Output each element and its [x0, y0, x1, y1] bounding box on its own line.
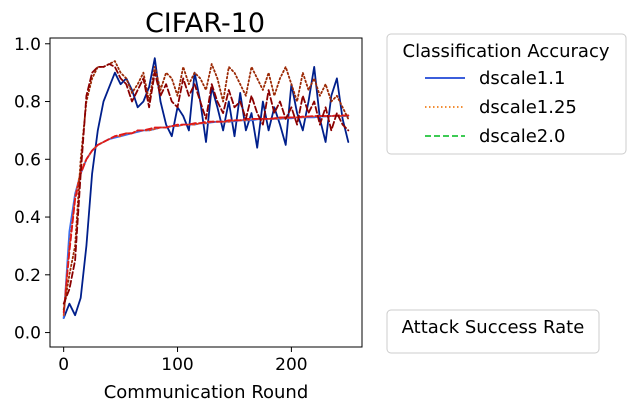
x-axis: 0 100 200 [58, 347, 308, 375]
legend-title: Classification Accuracy [403, 41, 610, 62]
series-line-2 [62, 114, 350, 317]
x-tick-label: 0 [58, 355, 69, 375]
series-layer [62, 57, 350, 320]
legend-title: Attack Success Rate [402, 317, 585, 338]
chart-title: CIFAR-10 [145, 8, 265, 39]
series-line-0 [62, 57, 350, 320]
y-tick-label: 0.8 [14, 93, 41, 113]
legend-label: dscale1.1 [479, 68, 565, 89]
legend-label: dscale2.0 [479, 126, 565, 147]
series-line-3 [62, 114, 350, 314]
x-axis-label: Communication Round [104, 382, 309, 403]
y-axis: 0.0 0.2 0.4 0.6 0.8 1.0 [14, 35, 50, 344]
y-tick-label: 1.0 [14, 35, 41, 55]
series-line-4 [62, 60, 350, 311]
series-line-1 [62, 115, 350, 320]
x-tick-label: 100 [161, 355, 193, 375]
x-tick-label: 200 [275, 355, 307, 375]
legend-attack-success-rate: Attack Success Rate [386, 309, 600, 354]
y-tick-label: 0.0 [14, 324, 41, 344]
y-tick-label: 0.6 [14, 150, 41, 170]
legend-classification-accuracy: Classification Accuracy dscale1.1 dscale1… [386, 33, 627, 155]
legend-label: dscale1.25 [479, 97, 577, 118]
y-tick-label: 0.4 [14, 208, 41, 228]
plot-frame [49, 37, 363, 348]
series-line-5 [62, 63, 350, 305]
y-tick-label: 0.2 [14, 266, 41, 286]
